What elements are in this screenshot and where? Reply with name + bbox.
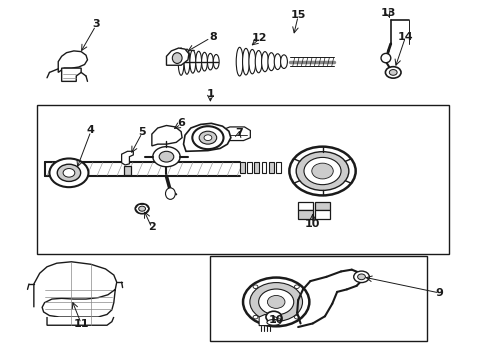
Polygon shape xyxy=(61,68,81,81)
Circle shape xyxy=(253,315,257,319)
Ellipse shape xyxy=(266,319,280,325)
Polygon shape xyxy=(122,151,133,165)
Bar xyxy=(268,162,273,173)
Ellipse shape xyxy=(236,47,243,76)
Circle shape xyxy=(192,126,223,149)
Polygon shape xyxy=(166,48,188,65)
Polygon shape xyxy=(183,123,230,151)
Circle shape xyxy=(249,283,302,321)
Circle shape xyxy=(199,131,216,144)
Bar xyxy=(246,162,251,173)
Ellipse shape xyxy=(189,50,195,73)
Ellipse shape xyxy=(267,53,274,71)
Text: 6: 6 xyxy=(177,118,184,128)
Circle shape xyxy=(153,147,180,167)
Ellipse shape xyxy=(255,50,262,73)
Polygon shape xyxy=(58,51,87,72)
Text: 10: 10 xyxy=(268,315,284,325)
Ellipse shape xyxy=(248,49,255,74)
Circle shape xyxy=(57,164,81,181)
Text: 12: 12 xyxy=(251,33,266,43)
Polygon shape xyxy=(222,127,250,140)
Text: 7: 7 xyxy=(234,129,242,138)
Text: 8: 8 xyxy=(208,32,216,41)
Bar xyxy=(37,105,448,253)
Ellipse shape xyxy=(165,188,175,199)
Polygon shape xyxy=(34,262,117,317)
Text: 11: 11 xyxy=(73,319,89,329)
Circle shape xyxy=(294,315,299,319)
Circle shape xyxy=(294,285,299,288)
Bar xyxy=(254,162,259,173)
Circle shape xyxy=(139,206,145,211)
Text: 4: 4 xyxy=(87,125,95,135)
Text: 2: 2 xyxy=(148,222,155,231)
Ellipse shape xyxy=(178,48,183,75)
Polygon shape xyxy=(47,317,114,325)
Bar xyxy=(276,162,281,173)
Circle shape xyxy=(253,285,257,288)
Circle shape xyxy=(357,274,365,280)
Circle shape xyxy=(258,289,293,315)
Circle shape xyxy=(135,204,149,214)
Circle shape xyxy=(49,158,88,187)
Polygon shape xyxy=(259,315,272,325)
Bar xyxy=(298,202,312,211)
Circle shape xyxy=(296,152,348,190)
Ellipse shape xyxy=(172,53,182,63)
Text: 14: 14 xyxy=(397,32,412,41)
Bar xyxy=(261,162,266,173)
Circle shape xyxy=(353,271,368,283)
Ellipse shape xyxy=(213,54,219,69)
Text: 5: 5 xyxy=(138,127,145,136)
Bar xyxy=(210,256,427,341)
Circle shape xyxy=(289,147,355,195)
Bar xyxy=(298,211,312,220)
Ellipse shape xyxy=(207,53,213,70)
Ellipse shape xyxy=(380,53,390,63)
Text: 1: 1 xyxy=(206,89,214,99)
Ellipse shape xyxy=(242,48,249,75)
Ellipse shape xyxy=(261,51,268,72)
Circle shape xyxy=(159,151,173,162)
Bar xyxy=(315,202,329,211)
Ellipse shape xyxy=(274,54,281,69)
Text: 10: 10 xyxy=(305,219,320,229)
Polygon shape xyxy=(123,166,131,175)
Circle shape xyxy=(203,135,211,140)
Ellipse shape xyxy=(201,52,207,71)
Bar xyxy=(315,211,329,220)
Text: 15: 15 xyxy=(290,10,305,20)
Ellipse shape xyxy=(280,55,287,68)
Bar xyxy=(239,162,244,173)
Circle shape xyxy=(267,296,285,309)
Circle shape xyxy=(265,311,281,323)
Ellipse shape xyxy=(195,51,201,72)
Circle shape xyxy=(311,163,332,179)
Circle shape xyxy=(385,67,400,78)
Text: 13: 13 xyxy=(380,8,395,18)
Ellipse shape xyxy=(183,49,189,74)
Circle shape xyxy=(388,69,396,75)
Circle shape xyxy=(243,278,309,326)
Text: 3: 3 xyxy=(92,19,100,29)
Polygon shape xyxy=(152,126,182,146)
Text: 9: 9 xyxy=(435,288,443,298)
Circle shape xyxy=(304,157,340,185)
Circle shape xyxy=(63,168,75,177)
